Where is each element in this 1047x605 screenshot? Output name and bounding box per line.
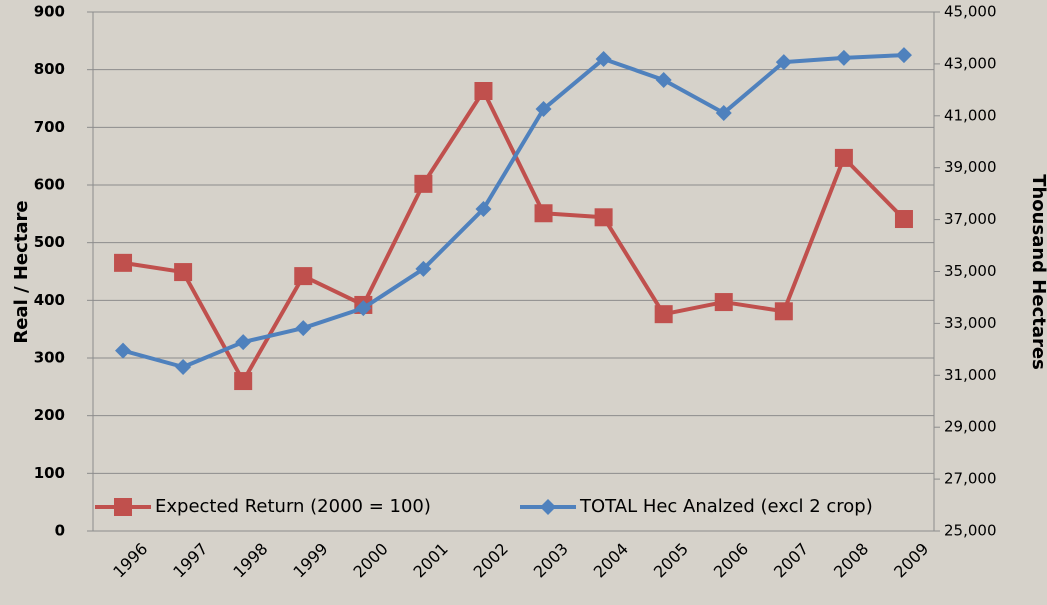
data-point [234,372,253,391]
y2-tick-label: 29,000 [944,418,997,436]
data-point [594,208,613,227]
y2-tick-label: 39,000 [944,158,997,176]
legend-label: Expected Return (2000 = 100) [155,496,431,517]
y-tick-label: 500 [34,233,65,251]
y-tick-label: 100 [34,464,65,482]
data-point [535,101,552,118]
legend-label: TOTAL Hec Analzed (excl 2 crop) [579,496,873,517]
data-point [655,71,672,88]
y2-tick-label: 27,000 [944,470,997,488]
y-tick-label: 300 [34,349,65,367]
data-point [895,47,912,64]
y2-tick-label: 33,000 [944,314,997,332]
legend-marker [540,499,556,515]
y-tick-label: 200 [34,406,65,424]
data-point [595,50,612,67]
data-point [415,260,432,277]
y-tick-label: 400 [34,291,65,309]
y-tick-label: 600 [34,176,65,194]
y2-tick-label: 41,000 [944,106,997,124]
data-point [414,174,433,193]
data-point [174,263,193,282]
data-point [235,334,252,351]
data-point [475,200,492,217]
data-point [474,82,493,101]
legend-marker [114,498,132,516]
data-point [835,49,852,66]
series-line [122,89,906,384]
y2-tick-label: 25,000 [944,522,997,540]
y-tick-label: 700 [34,118,65,136]
data-point [175,358,192,375]
y-axis-label: Real / Hectare [11,200,32,343]
data-point [715,104,732,121]
y-tick-label: 0 [55,522,65,540]
y-tick-label: 800 [34,60,65,78]
data-point [355,300,372,317]
data-point [775,54,792,71]
data-point [115,342,132,359]
data-point [654,305,673,324]
y2-tick-label: 43,000 [944,54,997,72]
data-point [834,148,853,167]
data-point [774,302,793,321]
data-point [294,267,313,286]
data-point [714,293,733,312]
data-point [894,210,913,229]
y2-tick-label: 37,000 [944,210,997,228]
data-point [295,320,312,337]
data-point [534,204,553,223]
data-point [114,253,133,272]
series-line [122,53,905,369]
y2-axis-label: Thousand Hectares [1028,174,1047,370]
y-tick-label: 900 [34,3,65,21]
y2-tick-label: 31,000 [944,366,997,384]
y2-tick-label: 35,000 [944,262,997,280]
y2-tick-label: 45,000 [944,3,997,21]
